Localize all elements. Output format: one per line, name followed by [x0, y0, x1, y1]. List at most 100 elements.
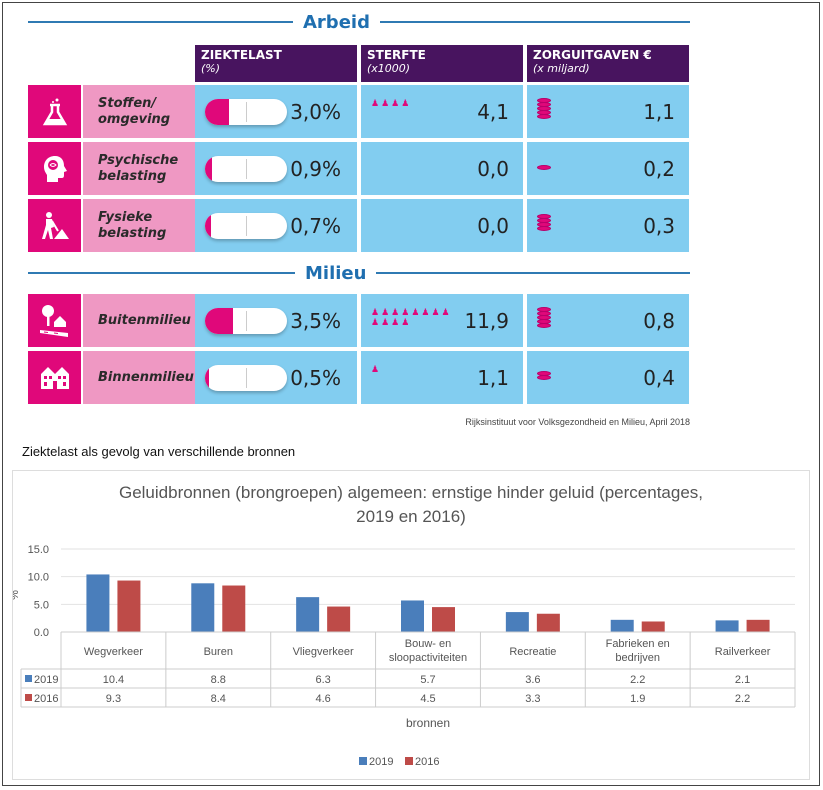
data-label: 8.4 [211, 693, 226, 705]
column-title: ZIEKTELAST [201, 48, 282, 62]
x-category-label: Railverkeer [715, 646, 771, 658]
data-label: 2.2 [630, 674, 645, 686]
deaths-people-icons: ♟ ♟ ♟ ♟ ♟ ♟ ♟ ♟ ♟ ♟ ♟ ♟ [371, 308, 451, 327]
bar-2019-3 [401, 600, 424, 632]
person-icon: ♟ [381, 317, 390, 327]
ziektelast-cell: 3,5% [195, 294, 357, 347]
zorguitgaven-cell: 1,1 [527, 85, 689, 138]
x-category-label: Buren [204, 646, 233, 658]
table-row: Buitenmilieu 3,5% ♟ ♟ ♟ ♟ ♟ ♟ ♟ ♟ ♟ ♟ ♟ ♟ 11,9 0,8 [28, 294, 690, 347]
sterfte-value: 0,0 [477, 157, 509, 181]
coin-stack-icon [537, 164, 551, 170]
bar-2016-6 [746, 619, 770, 632]
person-icon: ♟ [381, 98, 390, 108]
pill-icon [205, 308, 287, 334]
person-icon: ♟ [371, 364, 380, 374]
table-row: Fysieke belasting 0,7% 0,0 0,3 [28, 199, 690, 252]
zorguitgaven-cell: 0,3 [527, 199, 689, 252]
bar-2019-0 [86, 574, 110, 632]
coin-icon [537, 226, 551, 231]
divider [379, 21, 690, 23]
brain-head-icon [28, 142, 81, 195]
person-icon: ♟ [411, 307, 420, 317]
coin-stack-icon [537, 214, 551, 231]
data-label: 1.9 [630, 693, 645, 705]
person-icon: ♟ [431, 307, 440, 317]
column-header-ziektelast: ZIEKTELAST (%) [195, 45, 357, 82]
person-icon: ♟ [371, 307, 380, 317]
zorguitgaven-cell: 0,8 [527, 294, 689, 347]
x-axis-label: bronnen [406, 716, 450, 730]
table-series-label: 2019 [34, 674, 58, 686]
chart-container: Geluidbronnen (brongroepen) algemeen: er… [12, 470, 810, 780]
ziektelast-value: 0,5% [290, 366, 341, 390]
ziektelast-cell: 0,5% [195, 351, 357, 404]
x-category-label: Bouw- en [405, 638, 451, 650]
data-label: 5.7 [420, 674, 435, 686]
x-category-label: bedrijven [615, 652, 660, 664]
y-tick-label: 10.0 [28, 572, 49, 584]
data-label: 4.5 [420, 693, 435, 705]
flask-icon [28, 85, 81, 138]
person-icon: ♟ [441, 307, 450, 317]
coin-stack-icon [537, 371, 551, 380]
chart-title-line: 2019 en 2016) [356, 507, 466, 526]
ziektelast-cell: 0,9% [195, 142, 357, 195]
sterfte-value: 0,0 [477, 214, 509, 238]
data-label: 3.6 [525, 674, 540, 686]
pill-icon [205, 99, 287, 125]
ziektelast-value: 0,7% [290, 214, 341, 238]
chart-title-line: Geluidbronnen (brongroepen) algemeen: er… [118, 483, 704, 502]
divider [28, 272, 295, 274]
x-category-label: sloopactiviteiten [389, 652, 467, 664]
zorguitgaven-value: 1,1 [643, 100, 675, 124]
column-title: ZORGUITGAVEN € [533, 48, 652, 62]
legend-label: 2019 [369, 756, 393, 768]
ziektelast-value: 0,9% [290, 157, 341, 181]
section-title: Milieu [305, 262, 367, 284]
houses-icon [28, 351, 81, 404]
ziektelast-cell: 0,7% [195, 199, 357, 252]
x-category-label: Fabrieken en [606, 638, 670, 650]
bar-chart: 0.0 5.0 10.0 15.0% Wegverkeer Buren Vliegverke… [13, 544, 796, 768]
zorguitgaven-value: 0,8 [643, 309, 675, 333]
bar-2016-3 [432, 607, 455, 632]
bar-2019-5 [610, 619, 634, 632]
coin-icon [537, 164, 551, 170]
data-label: 2.1 [735, 674, 750, 686]
person-icon: ♟ [391, 98, 400, 108]
sterfte-cell: ♟ ♟ ♟ ♟ ♟ ♟ ♟ ♟ ♟ ♟ ♟ ♟ 11,9 [361, 294, 523, 347]
ziektelast-value: 3,0% [290, 100, 341, 124]
x-category-label: Vliegverkeer [293, 646, 354, 658]
table-row: Psychische belasting 0,9% 0,0 0,2 [28, 142, 690, 195]
sterfte-value: 4,1 [477, 100, 509, 124]
data-label: 8.8 [211, 674, 226, 686]
sterfte-value: 11,9 [464, 309, 509, 333]
sterfte-cell: ♟ ♟ ♟ ♟ 4,1 [361, 85, 523, 138]
source-credit: Rijksinstituut voor Volksgezondheid en M… [465, 417, 690, 427]
zorguitgaven-value: 0,3 [643, 214, 675, 238]
person-icon: ♟ [381, 307, 390, 317]
sterfte-cell: ♟ 1,1 [361, 351, 523, 404]
column-header-sterfte: STERFTE (x1000) [361, 45, 523, 82]
section-title: Arbeid [303, 11, 370, 33]
column-subtitle: (x1000) [367, 62, 411, 75]
coin-icon [537, 375, 551, 380]
person-icon: ♟ [421, 307, 430, 317]
bar-2016-0 [117, 580, 141, 632]
legend-swatch-2016 [405, 757, 413, 765]
deaths-people-icons: ♟ ♟ ♟ ♟ [371, 99, 451, 108]
person-icon: ♟ [391, 317, 400, 327]
bar-2016-5 [641, 621, 665, 632]
chart-title: Geluidbronnen (brongroepen) algemeen: er… [13, 481, 809, 529]
bar-2019-6 [715, 620, 739, 632]
data-label: 2.2 [735, 693, 750, 705]
y-tick-label: 15.0 [28, 544, 49, 556]
ziektelast-cell: 3,0% [195, 85, 357, 138]
person-icon: ♟ [401, 307, 410, 317]
person-icon: ♟ [401, 317, 410, 327]
sterfte-cell: 0,0 [361, 142, 523, 195]
column-subtitle: (%) [201, 62, 221, 75]
sterfte-value: 1,1 [477, 366, 509, 390]
divider [376, 272, 690, 274]
